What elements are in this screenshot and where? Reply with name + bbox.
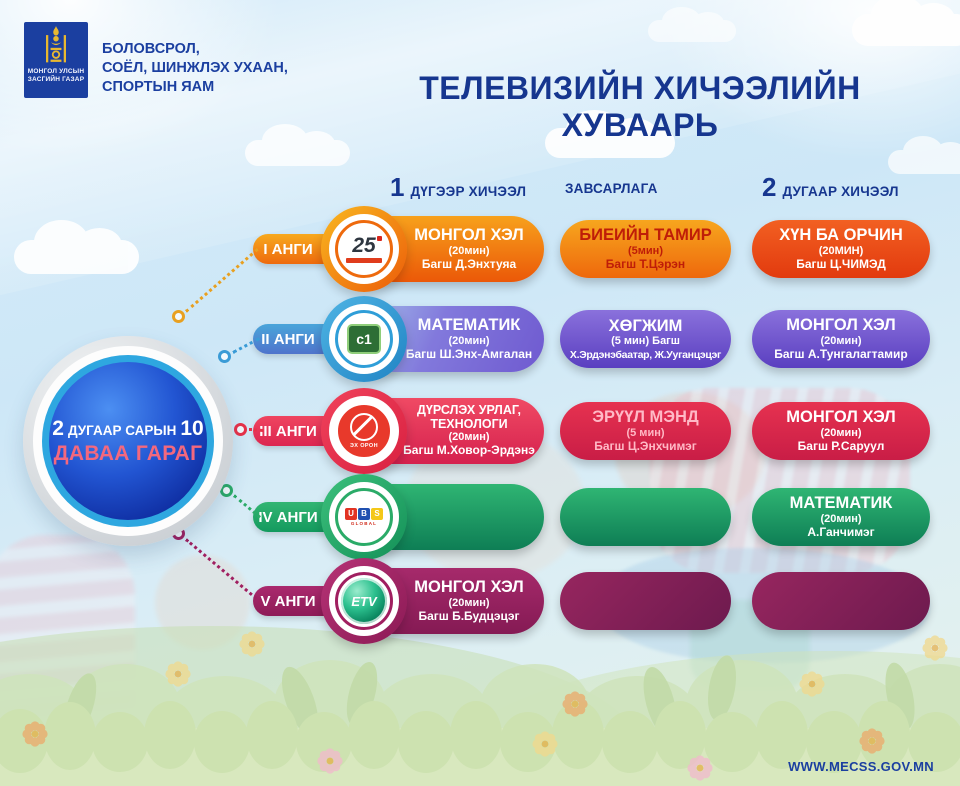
break-teacher: Х.Эрдэнэбаатар, Ж.Ууганцэцэг — [569, 348, 722, 361]
lesson-teacher: Багш Р.Саруул — [797, 438, 885, 453]
lesson-title: ХҮН БА ОРЧИН — [779, 226, 903, 245]
lesson-duration: (20мин) — [448, 334, 490, 347]
cloud — [888, 135, 960, 174]
break-title: ЭРҮҮЛ МЭНД — [592, 408, 699, 427]
break-duration: (5 мин) Багш — [611, 335, 680, 348]
cloud — [245, 124, 350, 166]
break-duration: (5мин) — [628, 244, 663, 257]
schedule-row-grade2: II АНГИ c1 МАТЕМАТИК (20мин) Багш Ш.Энх-… — [0, 294, 960, 384]
date-circle-sphere: 2 ДУГААР САРЫН 10 ДАВАА ГАРАГ — [49, 362, 207, 520]
lesson-title: МАТЕМАТИК — [789, 494, 893, 513]
connector-dot-grade4 — [220, 484, 233, 497]
lesson-teacher: Багш Б.Будцэцэг — [418, 608, 520, 623]
lesson-title: МОНГОЛ ХЭЛ — [786, 316, 896, 335]
ministry-name: БОЛОВСРОЛ, СОЁЛ, ШИНЖЛЭХ УХААН, СПОРТЫН … — [102, 41, 288, 95]
tv25-logo-icon: 25 — [346, 235, 383, 263]
schedule-row-grade5: V АНГИ ETV МОНГОЛ ХЭЛ (20мин) Багш Б.Буд… — [0, 556, 960, 646]
break-pill-empty — [560, 572, 731, 630]
lesson-title: ДҮРСЛЭХ УРЛАГ, ТЕХНОЛОГИ — [416, 402, 522, 431]
schedule-row-grade4: IV АНГИ U B S GLOBAL МАТЕМАТИК (20мин) А… — [0, 472, 960, 562]
weekday-text: ДАВАА ГАРАГ — [53, 441, 203, 465]
date-circle: 2 ДУГААР САРЫН 10 ДАВАА ГАРАГ — [23, 336, 233, 546]
schedule-row-grade3: III АНГИ ЭХ ОРОН ДҮРСЛЭХ УРЛАГ, ТЕХНОЛОГ… — [0, 386, 960, 476]
page-title: ТЕЛЕВИЗИЙН ХИЧЭЭЛИЙН ХУВААРЬ — [419, 70, 861, 143]
website-url: WWW.MECSS.GOV.MN — [788, 759, 934, 774]
column-header-lesson1: 1 ДҮГЭЭР ХИЧЭЭЛ — [390, 172, 527, 202]
cloud — [14, 219, 139, 274]
lesson2-pill: ХҮН БА ОРЧИН (20МИН) Багш Ц.ЧИМЭД — [752, 220, 930, 278]
lesson-duration: (20мин) — [448, 596, 490, 609]
lesson2-pill: МОНГОЛ ХЭЛ (20мин) Багш Р.Саруул — [752, 402, 930, 460]
break-teacher: Багш Т.Цэрэн — [605, 256, 686, 271]
gov-logo-line2: ЗАСГИЙН ГАЗАР — [27, 76, 85, 84]
ubs-logo-icon: U B S GLOBAL — [345, 507, 383, 526]
lesson-duration: (20МИН) — [818, 244, 864, 257]
break-title: ХӨГЖИМ — [608, 317, 683, 336]
c1-logo-icon: c1 — [347, 324, 381, 354]
lesson-title: МАТЕМАТИК — [417, 316, 521, 335]
channel-badge-c1: c1 — [321, 296, 407, 382]
grade-label: V АНГИ — [253, 586, 357, 616]
column-header-break: ЗАВСАРЛАГА — [565, 181, 658, 196]
eh-oron-logo-icon: ЭХ ОРОН — [339, 406, 389, 456]
break-teacher: Багш Ц.Энхчимэг — [594, 438, 697, 453]
lesson-title: МОНГОЛ ХЭЛ — [414, 226, 524, 245]
cloud — [648, 6, 736, 42]
break-pill: ХӨГЖИМ (5 мин) Багш Х.Эрдэнэбаатар, Ж.Уу… — [560, 310, 731, 368]
lesson-duration: (20мин) — [820, 334, 862, 347]
lesson-teacher: Багш А.Тунгалагтамир — [774, 346, 908, 361]
lesson-duration: (20мин) — [820, 426, 862, 439]
lesson-duration: (20мин) — [820, 512, 862, 525]
connector-dot-grade2 — [218, 350, 231, 363]
lesson-title: МОНГОЛ ХЭЛ — [414, 578, 524, 597]
lesson2-pill-empty — [752, 572, 930, 630]
gov-logo-line1: МОНГОЛ УЛСЫН — [27, 68, 85, 75]
connector-dot-grade1 — [172, 310, 185, 323]
date-text: 2 ДУГААР САРЫН 10 — [52, 416, 204, 440]
channel-badge-ubs: U B S GLOBAL — [321, 474, 407, 560]
break-pill: ЭРҮҮЛ МЭНД (5 мин) Багш Ц.Энхчимэг — [560, 402, 731, 460]
connector-dot-grade3 — [234, 423, 247, 436]
government-logo: МОНГОЛ УЛСЫН ЗАСГИЙН ГАЗАР — [24, 22, 88, 98]
lesson2-pill: МОНГОЛ ХЭЛ (20мин) Багш А.Тунгалагтамир — [752, 310, 930, 368]
lesson-teacher: Багш Д.Энхтуяа — [421, 256, 517, 271]
lesson2-pill: МАТЕМАТИК (20мин) А.Ганчимэг — [752, 488, 930, 546]
cloud — [852, 0, 960, 46]
lesson-duration: (20мин) — [448, 431, 490, 444]
break-duration: (5 мин) — [626, 426, 665, 439]
break-pill: БИЕИЙН ТАМИР (5мин) Багш Т.Цэрэн — [560, 220, 731, 278]
channel-badge-etv: ETV — [321, 558, 407, 644]
date-circle-blue-ring: 2 ДУГААР САРЫН 10 ДАВАА ГАРАГ — [42, 355, 214, 527]
lesson-teacher: Багш М.Ховор-Эрдэнэ — [403, 443, 535, 458]
channel-badge-tv25: 25 — [321, 206, 407, 292]
column-header-lesson2: 2 ДУГААР ХИЧЭЭЛ — [762, 172, 899, 202]
lesson-teacher: Багш Ш.Энх-Амгалан — [405, 346, 533, 361]
date-circle-white-ring: 2 ДУГААР САРЫН 10 ДАВАА ГАРАГ — [33, 346, 223, 536]
etv-logo-icon: ETV — [341, 578, 387, 624]
lesson-duration: (20мин) — [448, 244, 490, 257]
lesson-teacher: Багш Ц.ЧИМЭД — [796, 256, 886, 271]
lesson-title: МОНГОЛ ХЭЛ — [786, 408, 896, 427]
schedule-row-grade1: I АНГИ 25 МОНГОЛ ХЭЛ (20мин) Багш Д.Энхт… — [0, 204, 960, 294]
break-pill-empty — [560, 488, 731, 546]
break-title: БИЕИЙН ТАМИР — [579, 226, 712, 245]
lesson-teacher: А.Ганчимэг — [807, 524, 875, 539]
channel-badge-eh-oron: ЭХ ОРОН — [321, 388, 407, 474]
soyombo-icon — [46, 26, 66, 63]
cloud — [545, 110, 675, 158]
